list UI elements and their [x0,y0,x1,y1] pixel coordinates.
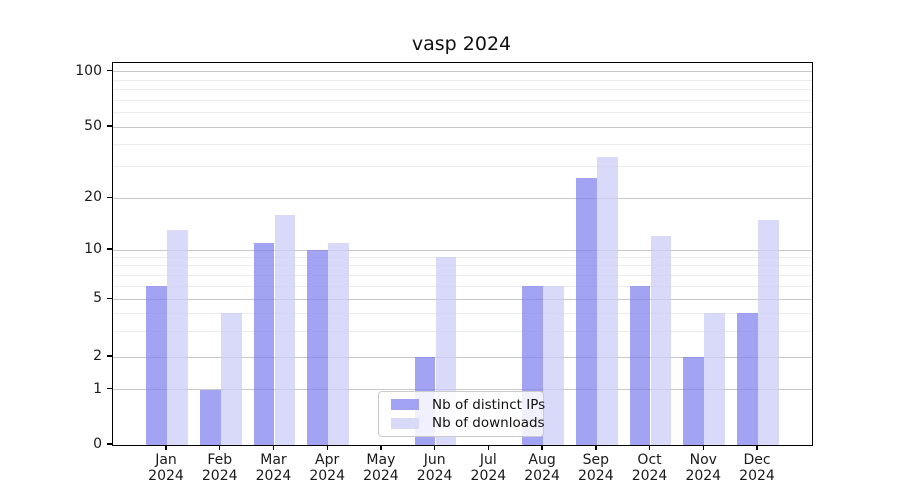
x-tick-mark [380,445,382,450]
y-tick-label: 0 [93,436,102,452]
x-tick-mark [219,445,221,450]
y-tick-label: 2 [93,348,102,364]
minor-gridline [113,312,812,314]
legend-swatch-downloads [391,417,419,429]
minor-gridline [113,256,812,258]
x-tick-label: Aug 2024 [524,452,560,484]
x-tick-mark [434,445,436,450]
minor-gridline [113,166,812,168]
bar-downloads [650,236,672,445]
x-tick-label: Sep 2024 [577,452,614,484]
x-tick-mark [326,445,328,450]
bar-distinct-ips [307,250,328,445]
chart-title: vasp 2024 [411,33,512,55]
x-tick-mark [165,445,167,450]
bar-downloads [220,313,242,445]
minor-gridline [113,79,812,81]
x-tick-label: Dec 2024 [739,452,775,484]
bar-downloads [167,230,188,445]
y-tick-mark [106,70,112,72]
y-tick-label: 50 [84,118,102,134]
bar-downloads [597,157,618,445]
legend-item-downloads: Nb of downloads [387,415,545,431]
bar-downloads [274,214,296,445]
x-tick-label: Feb 2024 [201,452,238,484]
bar-distinct-ips [737,313,758,445]
bar-distinct-ips [253,242,275,445]
x-tick-mark [541,445,543,450]
major-gridline [113,389,812,390]
legend-swatch-distinct-ips [391,399,419,411]
x-tick-label: Mar 2024 [255,452,292,484]
bar-downloads [704,313,726,445]
major-gridline [113,126,812,128]
major-gridline [113,71,812,73]
minor-gridline [113,274,812,276]
x-tick-label: Jul 2024 [470,452,507,484]
legend-label-downloads: Nb of downloads [432,415,545,432]
x-tick-label: Oct 2024 [631,452,668,484]
bar-downloads [328,242,349,445]
minor-gridline [113,111,812,113]
bar-distinct-ips [146,286,167,445]
x-tick-mark [702,445,704,450]
bar-distinct-ips [629,286,651,445]
y-tick-label: 1 [93,380,102,397]
x-tick-mark [272,445,275,450]
bar-downloads [758,219,779,445]
y-tick-label: 100 [75,62,102,79]
y-tick-mark [106,443,112,445]
major-gridline [113,197,812,199]
minor-gridline [113,89,812,90]
major-gridline [113,356,812,358]
x-tick-mark [648,445,651,450]
bar-distinct-ips [683,357,705,445]
major-gridline [113,298,812,300]
legend-label-distinct-ips: Nb of distinct IPs [432,396,546,413]
minor-gridline [113,330,812,332]
x-tick-mark [487,445,490,450]
y-tick-mark [106,248,112,250]
minor-gridline [113,143,812,145]
major-gridline [113,249,812,251]
x-tick-label: Nov 2024 [685,452,722,484]
bar-distinct-ips [576,177,597,445]
plot-area [112,62,813,446]
bar-distinct-ips [199,389,221,445]
x-tick-mark [756,445,758,450]
y-tick-mark [106,196,112,198]
minor-gridline [113,99,812,101]
y-tick-label: 10 [84,241,102,257]
minor-gridline [113,285,812,287]
bar-downloads [543,286,564,445]
x-tick-label: Jan 2024 [148,452,184,484]
x-tick-mark [595,445,597,450]
y-tick-mark [106,355,112,357]
y-tick-mark [106,125,112,127]
legend: Nb of distinct IPs Nb of downloads [378,391,545,437]
y-tick-label: 5 [93,290,102,307]
x-tick-label: Jun 2024 [416,452,453,484]
legend-item-distinct-ips: Nb of distinct IPs [387,397,545,413]
x-tick-label: May 2024 [363,452,399,484]
y-tick-mark [106,297,112,299]
y-tick-label: 20 [84,189,102,206]
y-tick-mark [106,387,112,390]
minor-gridline [113,265,812,267]
x-tick-label: Apr 2024 [309,452,345,484]
